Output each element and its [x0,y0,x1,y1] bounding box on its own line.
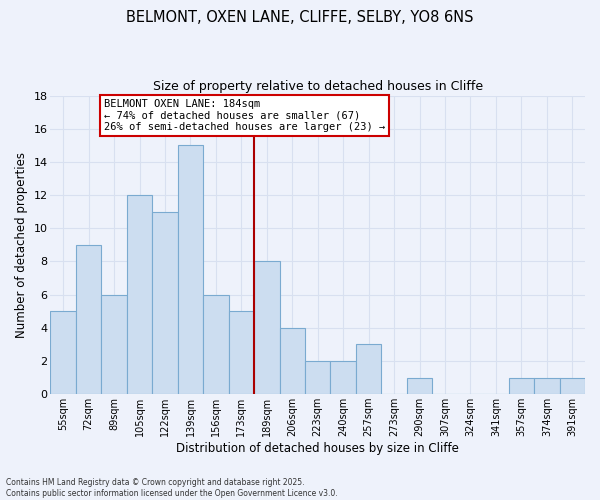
Bar [203,294,229,394]
Bar [280,328,305,394]
Bar [534,378,560,394]
Text: Contains HM Land Registry data © Crown copyright and database right 2025.
Contai: Contains HM Land Registry data © Crown c… [6,478,338,498]
Bar [50,311,76,394]
Bar [407,378,432,394]
Bar [127,195,152,394]
Bar [560,378,585,394]
Bar [331,361,356,394]
Bar [305,361,331,394]
Bar [101,294,127,394]
Bar [178,146,203,394]
Bar [76,245,101,394]
Y-axis label: Number of detached properties: Number of detached properties [15,152,28,338]
Bar [509,378,534,394]
X-axis label: Distribution of detached houses by size in Cliffe: Distribution of detached houses by size … [176,442,459,455]
Bar [254,262,280,394]
Bar [356,344,382,394]
Bar [152,212,178,394]
Title: Size of property relative to detached houses in Cliffe: Size of property relative to detached ho… [152,80,483,93]
Text: BELMONT, OXEN LANE, CLIFFE, SELBY, YO8 6NS: BELMONT, OXEN LANE, CLIFFE, SELBY, YO8 6… [126,10,474,25]
Bar [229,311,254,394]
Text: BELMONT OXEN LANE: 184sqm
← 74% of detached houses are smaller (67)
26% of semi-: BELMONT OXEN LANE: 184sqm ← 74% of detac… [104,99,385,132]
